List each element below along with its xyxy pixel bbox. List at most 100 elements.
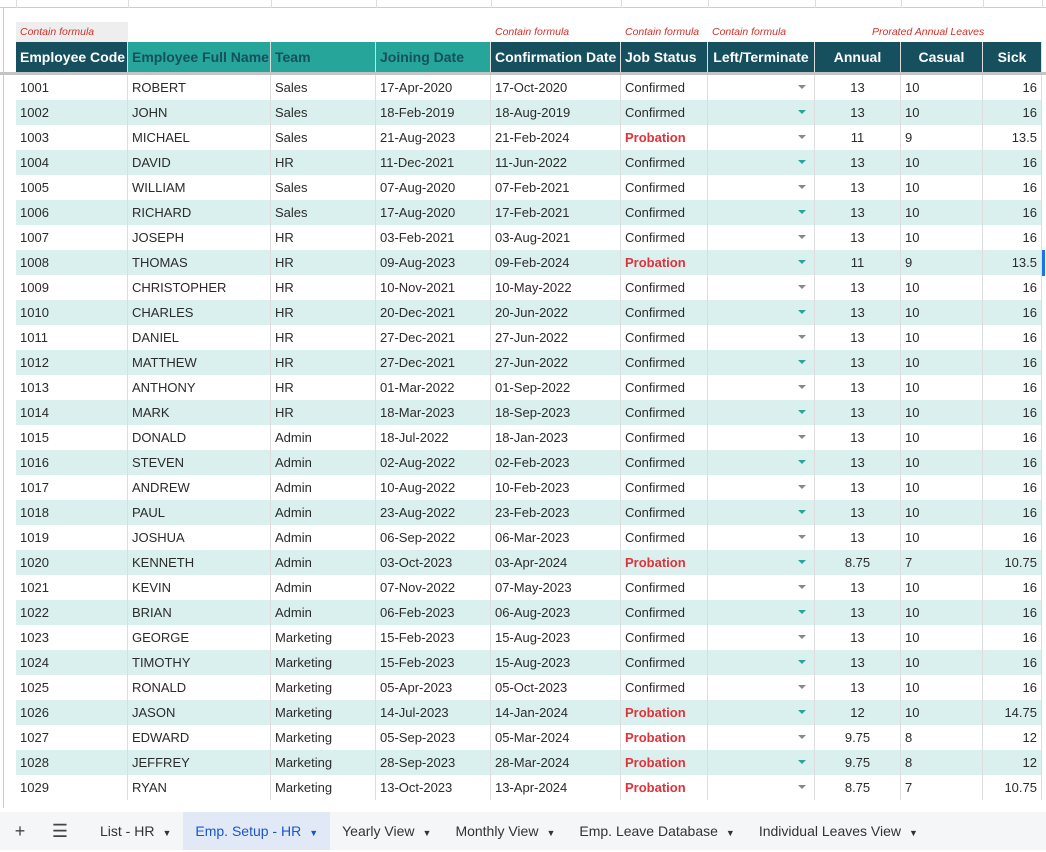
tab-menu-arrow-icon[interactable]: ▼ [309,828,319,838]
cell-annual[interactable]: 13 [815,275,901,300]
cell-joining-date[interactable]: 27-Dec-2021 [376,350,491,375]
cell-job-status[interactable]: Probation [621,725,708,750]
cell-casual[interactable]: 10 [901,650,983,675]
cell-job-status[interactable]: Confirmed [621,525,708,550]
cell-confirmation-date[interactable]: 07-May-2023 [491,575,621,600]
sheet-tab[interactable]: Yearly View ▼ [330,812,443,850]
cell-full-name[interactable]: TIMOTHY [128,650,271,675]
cell-joining-date[interactable]: 18-Jul-2022 [376,425,491,450]
cell-sick[interactable]: 16 [983,75,1042,100]
cell-left-terminate[interactable] [708,500,815,525]
cell-confirmation-date[interactable]: 02-Feb-2023 [491,450,621,475]
cell-job-status[interactable]: Confirmed [621,650,708,675]
add-sheet-icon[interactable]: + [14,821,26,841]
cell-full-name[interactable]: ANDREW [128,475,271,500]
cell-left-terminate[interactable] [708,375,815,400]
header-confirmation-date[interactable]: Confirmation Date [491,42,621,72]
cell-employee-code[interactable]: 1016 [16,450,128,475]
cell-sick[interactable]: 16 [983,625,1042,650]
cell-sick[interactable]: 16 [983,650,1042,675]
dropdown-arrow-icon[interactable] [798,585,806,589]
cell-team[interactable]: Admin [271,525,376,550]
dropdown-arrow-icon[interactable] [798,160,806,164]
cell-confirmation-date[interactable]: 21-Feb-2024 [491,125,621,150]
cell-full-name[interactable]: EDWARD [128,725,271,750]
cell-left-terminate[interactable] [708,400,815,425]
cell-job-status[interactable]: Confirmed [621,575,708,600]
cell-full-name[interactable]: JASON [128,700,271,725]
cell-sick[interactable]: 16 [983,200,1042,225]
cell-confirmation-date[interactable]: 23-Feb-2023 [491,500,621,525]
header-employee-code[interactable]: Employee Code [16,42,128,72]
cell-employee-code[interactable]: 1021 [16,575,128,600]
cell-team[interactable]: HR [271,250,376,275]
cell-employee-code[interactable]: 1006 [16,200,128,225]
cell-joining-date[interactable]: 03-Oct-2023 [376,550,491,575]
cell-employee-code[interactable]: 1013 [16,375,128,400]
cell-annual[interactable]: 13 [815,350,901,375]
cell-job-status[interactable]: Probation [621,750,708,775]
cell-left-terminate[interactable] [708,575,815,600]
cell-left-terminate[interactable] [708,600,815,625]
cell-joining-date[interactable]: 05-Sep-2023 [376,725,491,750]
cell-employee-code[interactable]: 1017 [16,475,128,500]
cell-job-status[interactable]: Confirmed [621,500,708,525]
cell-confirmation-date[interactable]: 15-Aug-2023 [491,650,621,675]
cell-sick[interactable]: 16 [983,150,1042,175]
cell-sick[interactable]: 10.75 [983,775,1042,800]
cell-casual[interactable]: 9 [901,250,983,275]
cell-annual[interactable]: 13 [815,200,901,225]
cell-sick[interactable]: 16 [983,575,1042,600]
cell-team[interactable]: Marketing [271,625,376,650]
cell-left-terminate[interactable] [708,225,815,250]
cell-joining-date[interactable]: 03-Feb-2021 [376,225,491,250]
cell-confirmation-date[interactable]: 05-Mar-2024 [491,725,621,750]
cell-team[interactable]: Marketing [271,675,376,700]
cell-annual[interactable]: 13 [815,75,901,100]
cell-employee-code[interactable]: 1028 [16,750,128,775]
tab-menu-arrow-icon[interactable]: ▼ [725,828,735,838]
cell-joining-date[interactable]: 15-Feb-2023 [376,650,491,675]
dropdown-arrow-icon[interactable] [798,235,806,239]
cell-annual[interactable]: 13 [815,325,901,350]
tab-menu-arrow-icon[interactable]: ▼ [546,828,556,838]
cell-full-name[interactable]: DANIEL [128,325,271,350]
cell-team[interactable]: Admin [271,475,376,500]
cell-annual[interactable]: 13 [815,175,901,200]
cell-left-terminate[interactable] [708,200,815,225]
cell-annual[interactable]: 12 [815,700,901,725]
cell-employee-code[interactable]: 1012 [16,350,128,375]
cell-casual[interactable]: 10 [901,200,983,225]
cell-team[interactable]: HR [271,275,376,300]
dropdown-arrow-icon[interactable] [798,535,806,539]
cell-left-terminate[interactable] [708,450,815,475]
cell-job-status[interactable]: Confirmed [621,600,708,625]
cell-employee-code[interactable]: 1007 [16,225,128,250]
cell-confirmation-date[interactable]: 03-Aug-2021 [491,225,621,250]
cell-annual[interactable]: 13 [815,375,901,400]
cell-team[interactable]: HR [271,225,376,250]
cell-joining-date[interactable]: 17-Apr-2020 [376,75,491,100]
header-left-terminate[interactable]: Left/Terminate [708,42,815,72]
cell-full-name[interactable]: STEVEN [128,450,271,475]
cell-annual[interactable]: 13 [815,425,901,450]
cell-job-status[interactable]: Probation [621,550,708,575]
cell-joining-date[interactable]: 27-Dec-2021 [376,325,491,350]
cell-full-name[interactable]: JEFFREY [128,750,271,775]
cell-team[interactable]: HR [271,375,376,400]
dropdown-arrow-icon[interactable] [798,485,806,489]
cell-job-status[interactable]: Probation [621,775,708,800]
cell-team[interactable]: Sales [271,175,376,200]
cell-left-terminate[interactable] [708,125,815,150]
cell-joining-date[interactable]: 18-Mar-2023 [376,400,491,425]
cell-left-terminate[interactable] [708,150,815,175]
dropdown-arrow-icon[interactable] [798,135,806,139]
cell-full-name[interactable]: RYAN [128,775,271,800]
cell-joining-date[interactable]: 28-Sep-2023 [376,750,491,775]
cell-job-status[interactable]: Confirmed [621,400,708,425]
cell-employee-code[interactable]: 1023 [16,625,128,650]
cell-job-status[interactable]: Probation [621,250,708,275]
cell-confirmation-date[interactable]: 17-Oct-2020 [491,75,621,100]
header-casual[interactable]: Casual [901,42,983,72]
cell-joining-date[interactable]: 15-Feb-2023 [376,625,491,650]
